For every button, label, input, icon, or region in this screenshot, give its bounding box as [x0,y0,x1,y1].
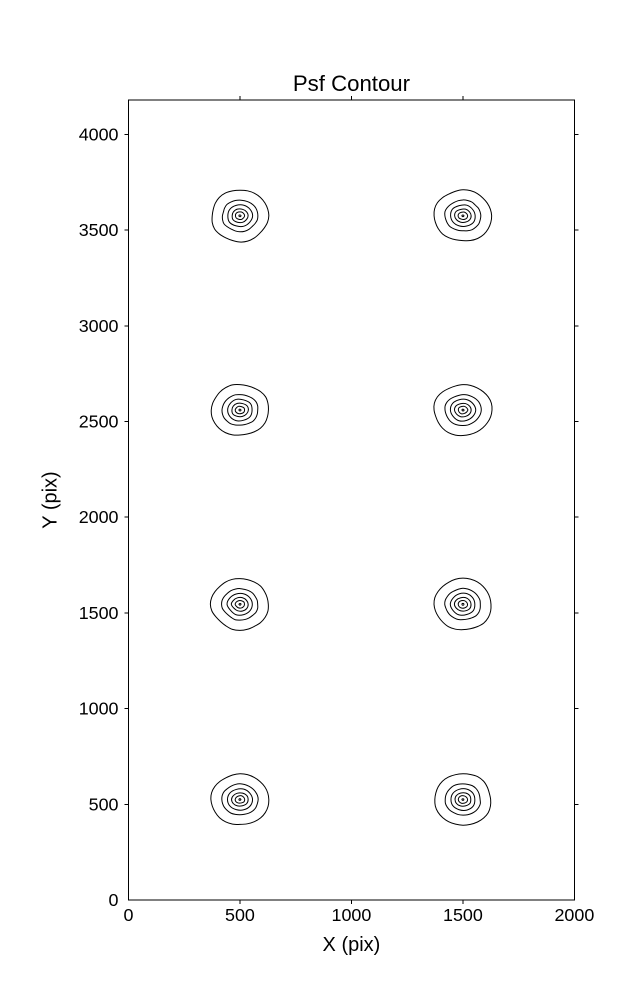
svg-text:500: 500 [89,794,119,814]
svg-text:4000: 4000 [79,124,119,144]
svg-text:1500: 1500 [443,905,483,925]
svg-text:Y (pix): Y (pix) [40,471,62,528]
svg-text:2500: 2500 [79,412,119,432]
svg-text:1000: 1000 [79,699,119,719]
svg-text:3500: 3500 [79,220,119,240]
svg-text:1000: 1000 [332,905,372,925]
svg-text:X (pix): X (pix) [323,934,381,956]
svg-text:500: 500 [225,905,255,925]
svg-text:1500: 1500 [79,603,119,623]
svg-text:3000: 3000 [79,316,119,336]
svg-text:0: 0 [124,905,134,925]
svg-text:0: 0 [109,890,119,910]
svg-text:2000: 2000 [79,507,119,527]
svg-text:Psf Contour: Psf Contour [293,71,411,96]
svg-text:2000: 2000 [554,905,594,925]
